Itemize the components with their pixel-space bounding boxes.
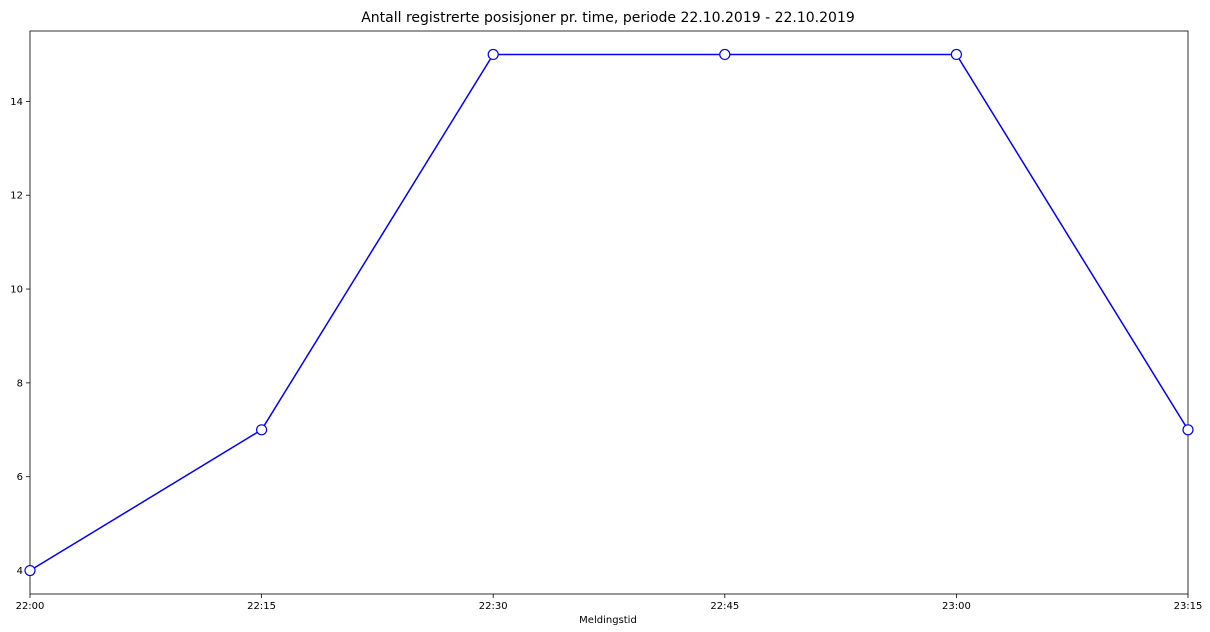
y-tick-label: 14 — [10, 97, 23, 108]
x-axis-label: Meldingstid — [579, 615, 637, 626]
x-tick-label: 23:00 — [942, 601, 971, 612]
series-line — [29, 53, 1189, 572]
y-tick-label: 10 — [10, 285, 23, 296]
y-tick-label: 4 — [17, 566, 23, 577]
data-point — [1182, 424, 1194, 436]
data-point — [487, 48, 499, 61]
x-tick-label: 22:30 — [479, 601, 508, 612]
x-tick-label: 22:45 — [710, 601, 739, 612]
x-tick-label: 22:00 — [16, 601, 45, 612]
plot-frame — [29, 30, 1189, 595]
data-point — [719, 48, 731, 61]
data-point — [256, 424, 268, 436]
plot-area: 4 6 8 10 12 14 22:00 22:15 22:30 22:45 23:00 23:15 — [10, 30, 1203, 612]
x-tick-label: 23:15 — [1174, 601, 1203, 612]
data-point — [24, 564, 36, 577]
data-point — [950, 48, 963, 61]
y-tick-label: 12 — [10, 191, 23, 202]
y-tick-label: 6 — [17, 472, 23, 483]
y-tick-label: 8 — [17, 378, 23, 389]
chart-title: Antall registrerte posisjoner pr. time, … — [361, 10, 855, 26]
x-tick-label: 22:15 — [247, 601, 276, 612]
